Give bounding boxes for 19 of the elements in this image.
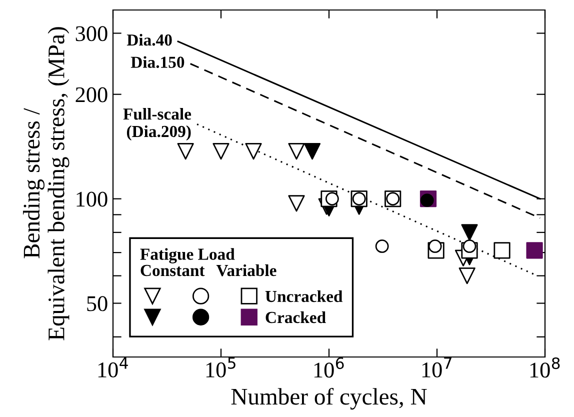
y-axis-title: Bending stress / Equivalent bending stress, (MPa) xyxy=(23,27,70,340)
legend-label: Cracked xyxy=(266,311,326,324)
annotation: Variable xyxy=(216,264,276,276)
y-tick-label: 100 xyxy=(76,192,108,207)
x-tick-label: 10$^{5}$ xyxy=(206,357,236,378)
x-tick-label: 10$^{6}$ xyxy=(314,357,344,378)
x-tick-label: 10$^{4}$ xyxy=(98,357,128,378)
legend-label: Uncracked xyxy=(265,290,343,302)
x-tick-label: 10$^{7}$ xyxy=(422,357,452,378)
x-axis-title: Number of cycles, N xyxy=(231,388,427,410)
annotation: Dia.40 xyxy=(126,34,172,46)
annotation: Constant xyxy=(140,264,205,276)
annotation: Full-scale (Dia.209) xyxy=(123,108,192,141)
legend-title: Fatigue Load xyxy=(140,248,235,264)
y-tick-label: 200 xyxy=(76,87,108,102)
y-tick-label: 300 xyxy=(76,26,108,42)
y-tick-label: 50 xyxy=(87,296,108,312)
annotation: Dia.150 xyxy=(130,56,184,68)
x-tick-label: 10$^{8}$ xyxy=(530,357,560,378)
